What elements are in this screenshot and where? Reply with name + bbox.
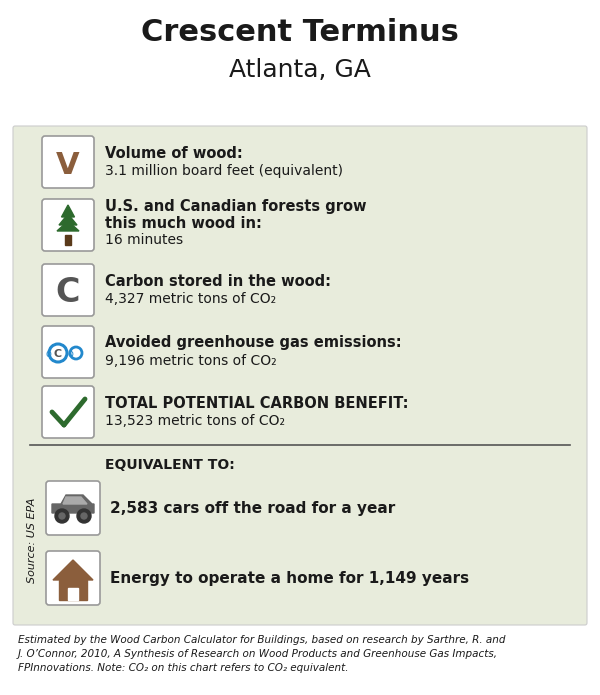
Text: Crescent Terminus: Crescent Terminus: [141, 18, 459, 47]
Polygon shape: [62, 205, 74, 217]
Polygon shape: [59, 214, 77, 225]
Text: C: C: [54, 349, 62, 359]
Text: TOTAL POTENTIAL CARBON BENEFIT:: TOTAL POTENTIAL CARBON BENEFIT:: [105, 395, 409, 411]
Text: 3.1 million board feet (equivalent): 3.1 million board feet (equivalent): [105, 164, 343, 178]
FancyBboxPatch shape: [42, 264, 94, 316]
FancyBboxPatch shape: [46, 551, 100, 605]
Bar: [65, 235, 71, 245]
Text: Energy to operate a home for 1,149 years: Energy to operate a home for 1,149 years: [110, 571, 469, 585]
Circle shape: [81, 513, 87, 519]
Text: Volume of wood:: Volume of wood:: [105, 145, 243, 161]
FancyBboxPatch shape: [46, 481, 100, 535]
Text: 2,583 cars off the road for a year: 2,583 cars off the road for a year: [110, 500, 395, 516]
Text: Estimated by the Wood Carbon Calculator for Buildings, based on research by Sart: Estimated by the Wood Carbon Calculator …: [18, 635, 505, 645]
Polygon shape: [63, 497, 87, 504]
Text: 9,196 metric tons of CO₂: 9,196 metric tons of CO₂: [105, 354, 277, 368]
Text: EQUIVALENT TO:: EQUIVALENT TO:: [105, 458, 235, 472]
FancyBboxPatch shape: [42, 326, 94, 378]
FancyBboxPatch shape: [13, 126, 587, 625]
Text: C: C: [56, 275, 80, 309]
Text: 4,327 metric tons of CO₂: 4,327 metric tons of CO₂: [105, 292, 276, 306]
Polygon shape: [57, 221, 79, 231]
Text: Carbon stored in the wood:: Carbon stored in the wood:: [105, 274, 331, 288]
Circle shape: [55, 509, 69, 523]
Polygon shape: [52, 495, 94, 513]
FancyBboxPatch shape: [42, 199, 94, 251]
Bar: [59, 580, 87, 600]
Text: this much wood in:: this much wood in:: [105, 215, 262, 231]
Text: FPInnovations. Note: CO₂ on this chart refers to CO₂ equivalent.: FPInnovations. Note: CO₂ on this chart r…: [18, 663, 349, 673]
Circle shape: [77, 509, 91, 523]
Text: 16 minutes: 16 minutes: [105, 233, 183, 247]
Text: Avoided greenhouse gas emissions:: Avoided greenhouse gas emissions:: [105, 336, 401, 350]
FancyBboxPatch shape: [42, 386, 94, 438]
Text: U.S. and Canadian forests grow: U.S. and Canadian forests grow: [105, 199, 367, 215]
Text: V: V: [56, 151, 80, 179]
Polygon shape: [53, 560, 93, 580]
Bar: [68, 588, 78, 600]
Text: o: o: [45, 349, 51, 359]
Text: o: o: [67, 349, 73, 359]
Text: Source: US EPA: Source: US EPA: [27, 498, 37, 582]
Text: J. O’Connor, 2010, A Synthesis of Research on Wood Products and Greenhouse Gas I: J. O’Connor, 2010, A Synthesis of Resear…: [18, 649, 498, 659]
FancyBboxPatch shape: [42, 136, 94, 188]
Text: Atlanta, GA: Atlanta, GA: [229, 58, 371, 82]
Circle shape: [59, 513, 65, 519]
Text: 13,523 metric tons of CO₂: 13,523 metric tons of CO₂: [105, 414, 285, 428]
